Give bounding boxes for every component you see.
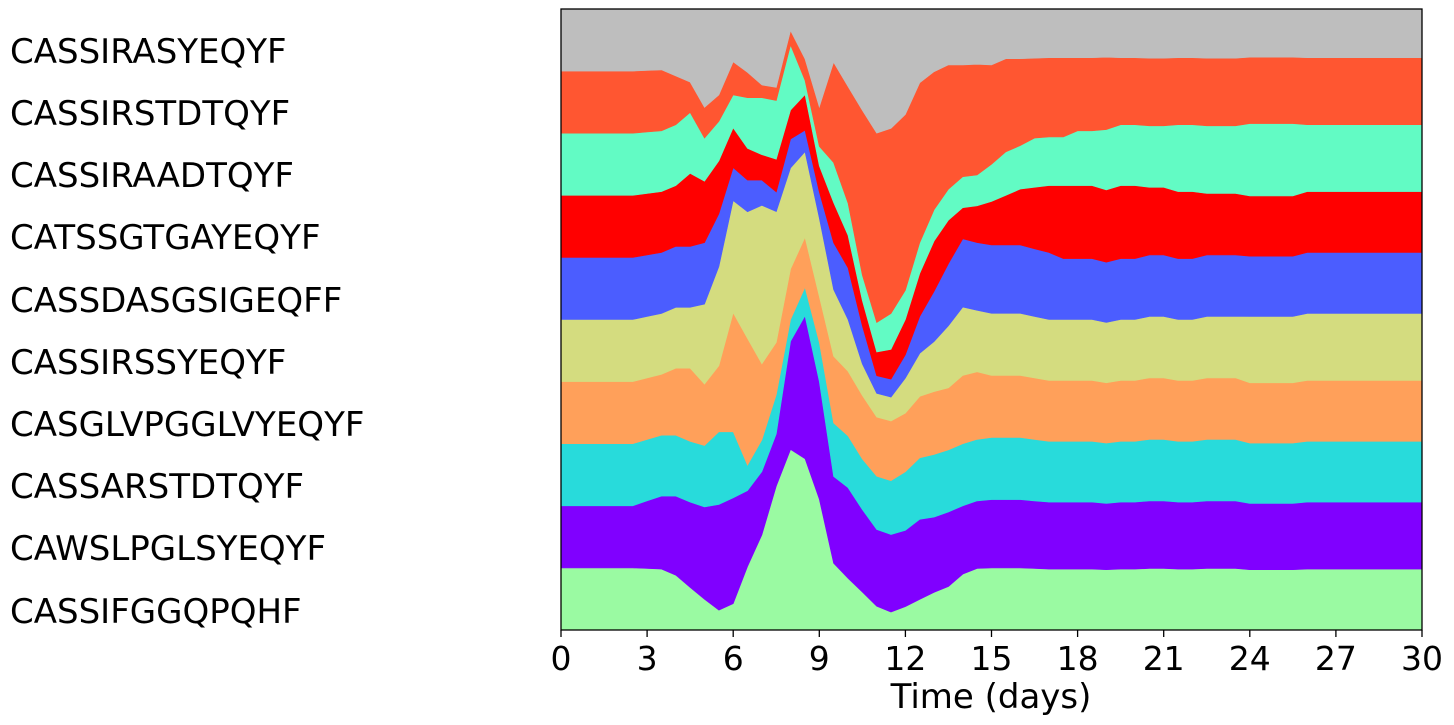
series-label: CASSIRSTDTQYF — [10, 94, 291, 134]
x-tick-label: 21 — [1143, 639, 1185, 678]
x-tick-label: 27 — [1315, 639, 1357, 678]
x-axis-ticks: 0 3 6 9 12 15 18 21 24 27 30 — [551, 630, 1443, 678]
x-tick-label: 9 — [809, 639, 830, 678]
x-tick-label: 6 — [723, 639, 744, 678]
x-tick-label: 3 — [637, 639, 658, 678]
x-tick-label: 24 — [1229, 639, 1271, 678]
x-tick-label: 30 — [1401, 639, 1443, 678]
x-tick-label: 18 — [1057, 639, 1099, 678]
x-tick-label: 15 — [971, 639, 1013, 678]
series-label: CAWSLPGLSYEQYF — [10, 529, 326, 569]
x-tick-label: 0 — [551, 639, 572, 678]
area-layers — [560, 8, 1423, 631]
x-axis-label: Time (days) — [890, 677, 1092, 717]
series-label-column: CASSIRASYEQYF CASSIRSTDTQYF CASSIRAADTQY… — [10, 0, 550, 725]
series-label: CASSIFGGQPQHF — [10, 592, 302, 632]
series-label: CASSIRAADTQYF — [10, 156, 294, 196]
series-label: CASSDASGSIGEQFF — [10, 281, 343, 321]
series-label: CASSARSTDTQYF — [10, 467, 305, 507]
series-label: CASSIRASYEQYF — [10, 32, 287, 72]
series-label: CATSSGTGAYEQYF — [10, 218, 321, 258]
x-tick-label: 12 — [884, 639, 926, 678]
series-label: CASSIRSSYEQYF — [10, 343, 287, 383]
series-label: CASGLVPGGLVYEQYF — [10, 405, 365, 445]
